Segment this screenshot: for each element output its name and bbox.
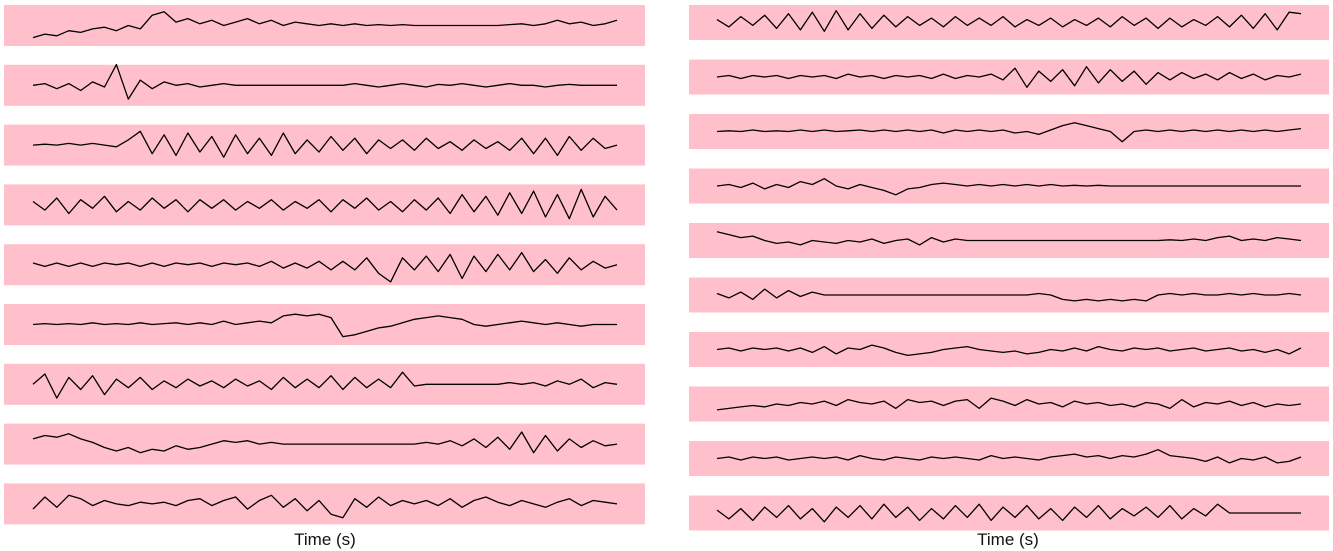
channel-trace-right-4 (716, 178, 1301, 196)
channel-trace-right-6 (716, 288, 1302, 302)
right-panel (689, 5, 1329, 531)
channel-band-left-1 (4, 5, 645, 46)
channel-trace-left-2 (32, 63, 617, 100)
channel-trace-right-9 (716, 449, 1302, 464)
channel-band-right-8 (689, 386, 1329, 422)
channel-trace-left-9 (32, 494, 618, 519)
channel-trace-left-1 (32, 11, 618, 39)
channel-trace-left-7 (32, 371, 618, 399)
x-axis-label-right: Time (s) (977, 530, 1039, 549)
channel-trace-right-1 (716, 10, 1302, 32)
channel-trace-right-5 (716, 231, 1302, 246)
channel-trace-right-8 (716, 397, 1302, 411)
channel-band-left-9 (4, 483, 645, 525)
channel-trace-left-6 (32, 313, 617, 338)
channel-trace-right-3 (716, 122, 1302, 143)
channel-trace-left-8 (32, 431, 618, 454)
channel-trace-right-10 (716, 503, 1301, 523)
channel-trace-left-3 (32, 130, 618, 158)
channel-trace-left-5 (32, 251, 618, 283)
channel-trace-left-4 (32, 188, 618, 220)
channel-trace-right-7 (716, 344, 1302, 357)
left-panel (4, 5, 645, 525)
x-axis-label-left: Time (s) (294, 530, 356, 549)
channel-trace-right-2 (716, 66, 1302, 88)
